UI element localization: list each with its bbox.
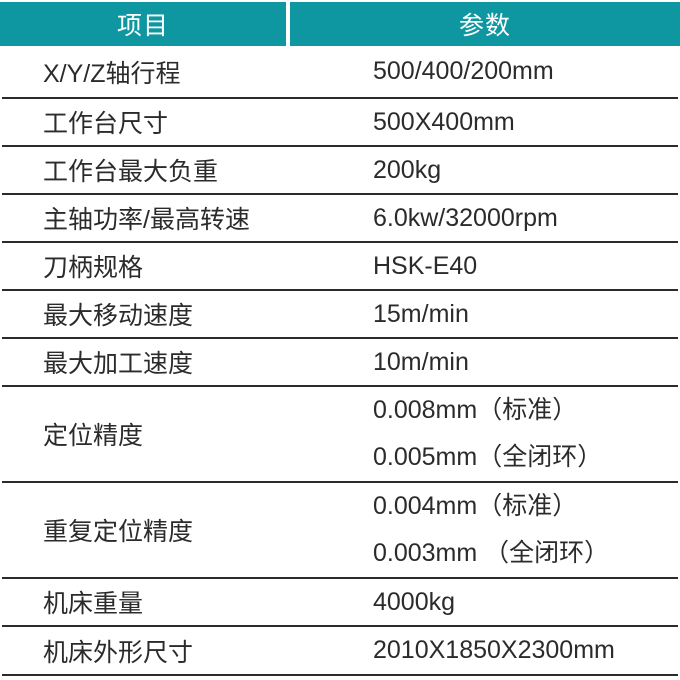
- param-cell: 500X400mm: [373, 107, 515, 136]
- table-header-row: 项目 参数: [0, 2, 680, 46]
- param-value-line: 0.003mm （全闭环）: [373, 539, 610, 567]
- table-row: 工作台尺寸 500X400mm: [2, 99, 678, 147]
- param-cell: HSK-E40: [373, 251, 478, 280]
- header-item-label: 项目: [116, 12, 169, 40]
- item-cell: 刀柄规格: [43, 254, 144, 282]
- param-cell: 2010X1850X2300mm: [373, 636, 615, 664]
- param-value-line: 0.008mm（标准）: [373, 396, 578, 424]
- table-row: 最大移动速度 15m/min: [2, 291, 678, 339]
- header-param-label: 参数: [458, 12, 511, 40]
- table-row: 主轴功率/最高转速 6.0kw/32000rpm: [2, 195, 678, 243]
- table-row: X/Y/Z轴行程 500/400/200mm: [2, 46, 678, 99]
- table-row: 机床外形尺寸 2010X1850X2300mm: [2, 627, 678, 676]
- param-cell: 200kg: [373, 155, 442, 184]
- param-cell: 15m/min: [373, 299, 469, 328]
- item-cell: 机床重量: [43, 590, 144, 618]
- table-row: 工作台最大负重 200kg: [2, 147, 678, 195]
- table-row: 刀柄规格 HSK-E40: [2, 243, 678, 291]
- item-cell: 最大移动速度: [43, 302, 194, 330]
- param-cell: 4000kg: [373, 587, 456, 616]
- header-cell-item: 项目: [0, 2, 286, 46]
- table-row: 最大加工速度 10m/min: [2, 339, 678, 387]
- table-row: 重复定位精度 0.004mm（标准） 0.003mm （全闭环）: [2, 483, 678, 579]
- param-value-line: 0.004mm（标准）: [373, 492, 578, 520]
- param-cell: 500/400/200mm: [373, 57, 554, 85]
- table-row: 机床重量 4000kg: [2, 579, 678, 627]
- header-column-divider: [286, 2, 290, 46]
- item-cell: 重复定位精度: [43, 518, 194, 546]
- param-cell: 0.008mm（标准） 0.005mm（全闭环）: [373, 387, 678, 481]
- item-cell: 工作台尺寸: [43, 110, 169, 138]
- item-cell: 定位精度: [43, 422, 144, 450]
- param-cell: 6.0kw/32000rpm: [373, 203, 558, 232]
- header-cell-param: 参数: [290, 2, 680, 46]
- param-cell: 0.004mm（标准） 0.003mm （全闭环）: [373, 483, 678, 577]
- item-cell: 机床外形尺寸: [43, 638, 194, 667]
- item-cell: 工作台最大负重: [43, 158, 219, 186]
- param-cell: 10m/min: [373, 347, 469, 376]
- item-cell: 最大加工速度: [43, 350, 194, 378]
- item-cell: X/Y/Z轴行程: [43, 59, 181, 88]
- param-value-line: 0.005mm（全闭环）: [373, 443, 603, 471]
- table-row: 定位精度 0.008mm（标准） 0.005mm（全闭环）: [2, 387, 678, 483]
- item-cell: 主轴功率/最高转速: [43, 206, 250, 234]
